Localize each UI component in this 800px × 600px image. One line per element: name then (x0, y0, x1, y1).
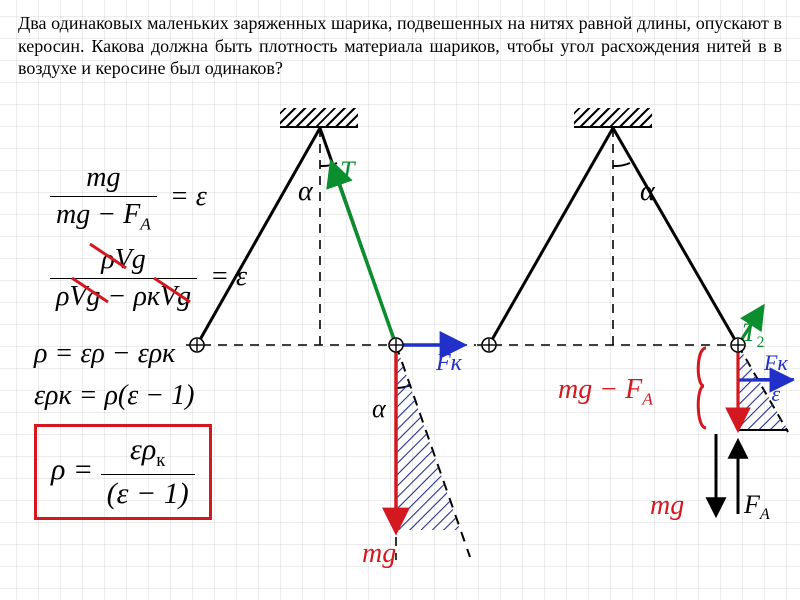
label-alpha-left: α (298, 176, 313, 208)
answer-num-sub: к (156, 450, 165, 471)
answer-num-pre: ερ (130, 433, 156, 466)
eq2-cancel-marks (44, 238, 234, 310)
equation-2: ρVg ρVg − ρкVg = ε (50, 244, 247, 313)
label-mg2: mg (650, 490, 684, 522)
label-T2: T2 (742, 318, 765, 352)
equation-4: ερк = ρ(ε − 1) (34, 380, 194, 412)
answer-num: ερк (101, 433, 195, 475)
label-Fk2-num: Fк (758, 350, 794, 379)
label-alpha-tri: α (372, 394, 386, 424)
eq1-num: mg (50, 162, 157, 197)
label-Fk: Fк (436, 350, 462, 377)
support-left (280, 108, 358, 128)
label-T2-letter: T (742, 318, 756, 347)
answer-box: ρ = ερк (ε − 1) (34, 424, 212, 520)
label-mg: mg (362, 538, 396, 570)
label-T: T (340, 156, 354, 186)
label-FA-sub: A (760, 506, 770, 523)
eq1-den-main: mg − F (56, 199, 140, 230)
label-net-sub: A (642, 390, 653, 409)
eq1-den: mg − FA (50, 197, 157, 235)
answer-den: (ε − 1) (101, 475, 195, 511)
fraction-1: mg mg − FA (50, 162, 157, 235)
label-Fk-over-eps: Fк ε (758, 350, 794, 407)
label-T2-number: 2 (756, 334, 764, 351)
eq1-den-sub: A (140, 215, 151, 234)
label-net-main: mg − F (558, 374, 642, 405)
equation-1: mg mg − FA = ε (50, 162, 207, 235)
answer-fraction: ερк (ε − 1) (101, 433, 195, 511)
label-net-force: mg − FA (558, 374, 653, 410)
label-FA-letter: F (744, 490, 760, 519)
label-alpha-right: α (640, 176, 655, 208)
problem-statement: Два одинаковых маленьких заряженных шари… (18, 12, 782, 80)
support-right (574, 108, 652, 128)
equation-3: ρ = ερ − ερк (34, 338, 175, 370)
eq1-rhs: = ε (170, 181, 207, 212)
label-FA: FA (744, 490, 770, 524)
label-Fk2-den: ε (758, 379, 794, 407)
page-root: { "problem": "Два одинаковых маленьких з… (0, 0, 800, 600)
